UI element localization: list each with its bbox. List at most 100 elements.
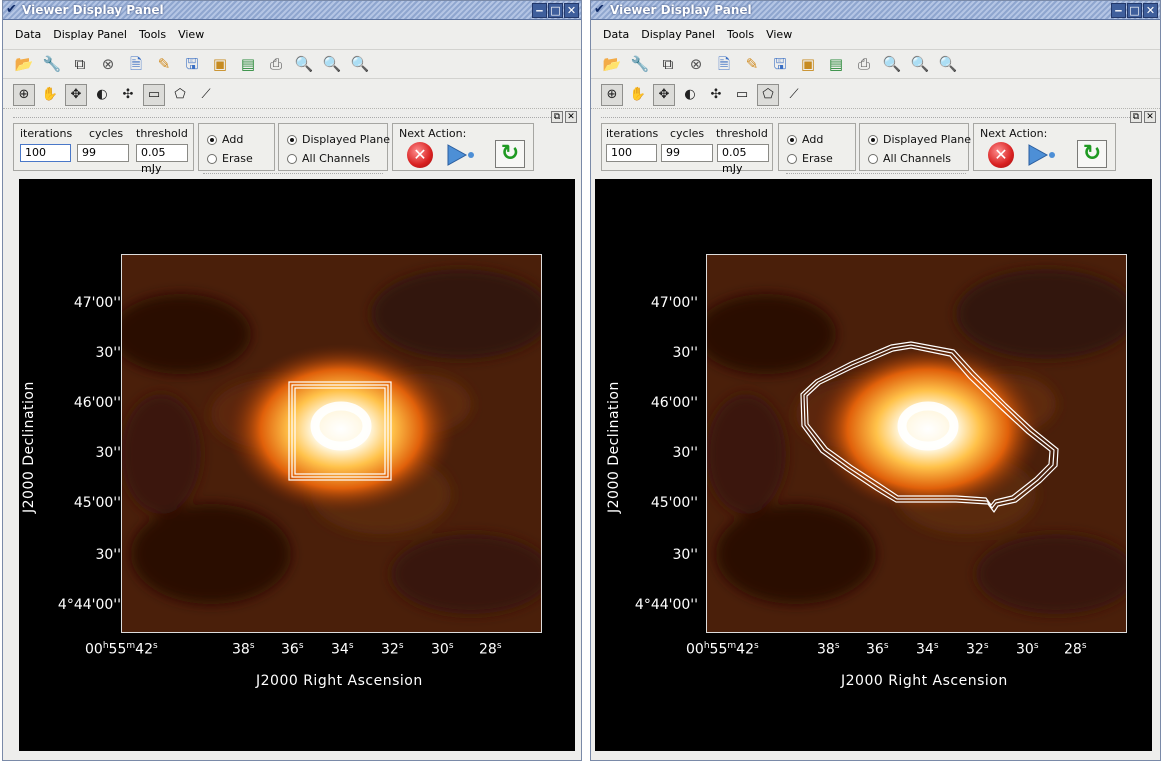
dock-grip[interactable] <box>601 117 1138 120</box>
maximize-icon[interactable]: □ <box>1127 3 1142 18</box>
displayed-plane-label: Displayed Plane <box>883 133 971 146</box>
iterations-field[interactable]: 100 <box>20 144 71 162</box>
zoom-in-icon[interactable]: 🔍 <box>294 55 314 73</box>
menu-view[interactable]: View <box>178 27 205 41</box>
pan-tool-icon[interactable]: ✋ <box>629 87 647 102</box>
wrench-icon[interactable]: 🔧 <box>630 55 650 73</box>
stop-clean-button[interactable]: ✕ <box>407 142 433 168</box>
minimize-icon[interactable]: ‒ <box>1111 3 1126 18</box>
polygon-region-icon[interactable]: ⬠ <box>174 87 186 102</box>
iterations-label: iterations <box>20 127 73 140</box>
preferences-icon[interactable]: ✎ <box>157 55 171 73</box>
x-tick-label: 00h55m42s <box>686 641 759 658</box>
title-bar[interactable]: ✔ Viewer Display Panel ‒ □ ✕ <box>3 1 581 20</box>
move-tool-icon[interactable]: ✥ <box>65 83 87 106</box>
stop-clean-button[interactable]: ✕ <box>988 142 1014 168</box>
plot-frame <box>121 254 542 633</box>
save-image-icon[interactable]: ▣ <box>212 55 228 73</box>
displayed-plane-radio[interactable]: Displayed Plane <box>287 133 390 146</box>
export-icon[interactable]: 🗎 <box>129 55 143 73</box>
distance-tool-icon[interactable]: ⟋ <box>789 87 799 102</box>
save-image-icon[interactable]: ▣ <box>800 55 816 73</box>
close-panel-icon[interactable]: ⊗ <box>101 55 115 73</box>
erase-radio[interactable]: Erase <box>787 152 833 165</box>
colormap-tool-icon[interactable]: ✣ <box>710 87 722 102</box>
contrast-tool-icon[interactable]: ◐ <box>684 87 696 102</box>
zoom-in-icon[interactable]: 🔍 <box>882 55 902 73</box>
all-channels-radio[interactable]: All Channels <box>287 152 370 165</box>
close-icon[interactable]: ✕ <box>564 3 579 18</box>
image-raster[interactable] <box>121 254 542 633</box>
title-bar[interactable]: ✔ Viewer Display Panel ‒ □ ✕ <box>591 1 1160 20</box>
menu-tools[interactable]: Tools <box>726 27 755 41</box>
wrench-icon[interactable]: 🔧 <box>42 55 62 73</box>
add-radio[interactable]: Add <box>207 133 243 146</box>
next-action-label: Next Action: <box>980 127 1048 140</box>
continue-clean-button[interactable] <box>445 142 477 168</box>
menu-display-panel[interactable]: Display Panel <box>641 27 715 41</box>
colormap-tool-icon[interactable]: ✣ <box>122 87 134 102</box>
display-canvas[interactable]: 47'00'' 30'' 46'00'' 30'' 45'00'' 30'' 4… <box>19 179 575 751</box>
cycles-field[interactable]: 99 <box>77 144 129 162</box>
zoom-fit-icon[interactable]: 🔍 <box>938 55 958 73</box>
print-setup-icon[interactable]: ▤ <box>240 55 256 73</box>
zoom-tool-icon[interactable]: ⊕ <box>13 83 35 106</box>
undock-icon[interactable]: ⧉ <box>1130 111 1142 123</box>
rectangle-region-icon[interactable]: ▭ <box>735 87 749 102</box>
save-icon[interactable]: 🖫 <box>185 55 199 73</box>
maximize-icon[interactable]: □ <box>548 3 563 18</box>
zoom-fit-icon[interactable]: 🔍 <box>350 55 370 73</box>
window-menu-icon[interactable]: ✔ <box>594 2 605 17</box>
zoom-out-icon[interactable]: 🔍 <box>322 55 342 73</box>
zoom-out-icon[interactable]: 🔍 <box>910 55 930 73</box>
export-icon[interactable]: 🗎 <box>717 55 731 73</box>
minimize-icon[interactable]: ‒ <box>532 3 547 18</box>
flux-image <box>706 254 1127 633</box>
image-raster[interactable] <box>706 254 1127 633</box>
all-channels-radio[interactable]: All Channels <box>868 152 951 165</box>
y-axis-title: J2000 Declination <box>21 381 37 513</box>
menu-view[interactable]: View <box>766 27 793 41</box>
displayed-plane-radio[interactable]: Displayed Plane <box>868 133 971 146</box>
pan-tool-icon[interactable]: ✋ <box>41 87 59 102</box>
print-icon[interactable]: ⎙ <box>857 55 870 73</box>
polygon-region-icon[interactable]: ⬠ <box>757 83 779 106</box>
refresh-mask-button[interactable]: ↻ <box>495 140 525 168</box>
menu-data[interactable]: Data <box>603 27 630 41</box>
contrast-tool-icon[interactable]: ◐ <box>96 87 108 102</box>
menu-data[interactable]: Data <box>15 27 42 41</box>
window-menu-icon[interactable]: ✔ <box>6 2 17 17</box>
open-folder-icon[interactable]: 📂 <box>602 55 622 73</box>
x-tick-label: 30s <box>1016 641 1039 658</box>
save-icon[interactable]: 🖫 <box>773 55 787 73</box>
menu-display-panel[interactable]: Display Panel <box>53 27 127 41</box>
copy-panel-icon[interactable]: ⧉ <box>662 55 674 73</box>
print-setup-icon[interactable]: ▤ <box>828 55 844 73</box>
dock-close-icon[interactable]: ✕ <box>565 111 577 123</box>
copy-panel-icon[interactable]: ⧉ <box>74 55 86 73</box>
iterations-field[interactable]: 100 <box>606 144 657 162</box>
preferences-icon[interactable]: ✎ <box>745 55 759 73</box>
open-folder-icon[interactable]: 📂 <box>14 55 34 73</box>
menu-tools[interactable]: Tools <box>138 27 167 41</box>
continue-clean-button[interactable] <box>1026 142 1058 168</box>
cycles-field[interactable]: 99 <box>661 144 713 162</box>
dock-close-icon[interactable]: ✕ <box>1144 111 1156 123</box>
move-tool-icon[interactable]: ✥ <box>653 83 675 106</box>
zoom-tool-icon[interactable]: ⊕ <box>601 83 623 106</box>
close-icon[interactable]: ✕ <box>1143 3 1158 18</box>
distance-tool-icon[interactable]: ⟋ <box>201 87 211 102</box>
threshold-field[interactable]: 0.05 mJy <box>136 144 188 175</box>
refresh-mask-button[interactable]: ↻ <box>1077 140 1107 168</box>
undock-icon[interactable]: ⧉ <box>551 111 563 123</box>
print-icon[interactable]: ⎙ <box>269 55 282 73</box>
rectangle-region-icon[interactable]: ▭ <box>143 83 165 106</box>
add-radio[interactable]: Add <box>787 133 823 146</box>
x-tick-label: 34s <box>916 641 939 658</box>
display-canvas[interactable]: 47'00'' 30'' 46'00'' 30'' 45'00'' 30'' 4… <box>595 179 1152 751</box>
y-tick-label: 4°44'00'' <box>634 597 698 613</box>
threshold-field[interactable]: 0.05 mJy <box>717 144 769 175</box>
dock-grip[interactable] <box>13 117 559 120</box>
erase-radio[interactable]: Erase <box>207 152 253 165</box>
close-panel-icon[interactable]: ⊗ <box>689 55 703 73</box>
